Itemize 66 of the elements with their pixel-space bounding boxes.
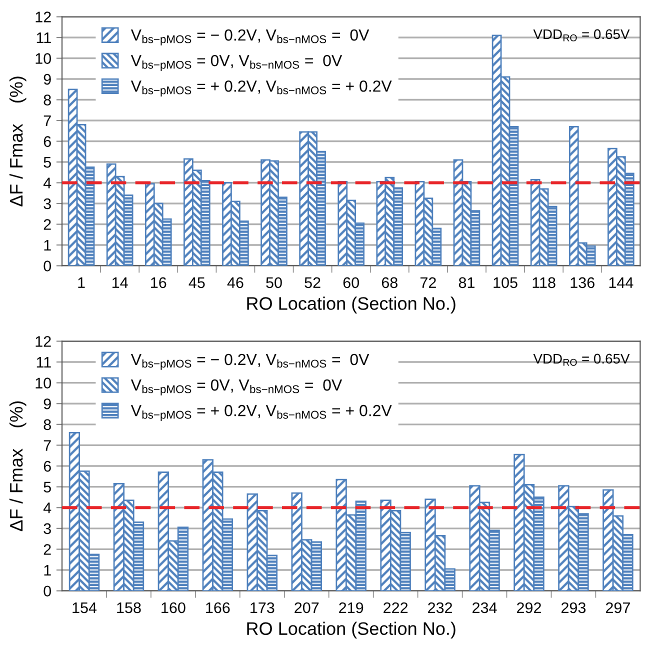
x-tick-label: 16 bbox=[151, 277, 166, 288]
y-tick-label: 0 bbox=[44, 586, 52, 597]
y-tick-label: 8 bbox=[44, 419, 51, 430]
x-tick-label: 105 bbox=[494, 277, 518, 288]
x-tick-label: 158 bbox=[117, 602, 141, 614]
y-tick-label: 4 bbox=[43, 178, 52, 188]
x-tick-label: 144 bbox=[609, 277, 634, 288]
x-tick-label: 166 bbox=[206, 602, 230, 614]
y-tick-label: 6 bbox=[44, 460, 51, 472]
y-tick-label: 3 bbox=[44, 523, 51, 534]
y-tick-label: 0 bbox=[44, 260, 52, 272]
x-tick-label: 60 bbox=[343, 277, 359, 288]
y-tick-label: 7 bbox=[44, 440, 51, 451]
y-tick-label: 7 bbox=[44, 116, 51, 126]
y-tick-label: 2 bbox=[44, 544, 51, 555]
x-tick-label: 292 bbox=[517, 602, 541, 614]
annotation: VDD$_{RO}$ = 0.65V bbox=[533, 354, 630, 366]
legend-label: V$_{bs−pMOS}$ = + 0.2V, V$_{bs−nMOS}$ = + 0.2V bbox=[130, 404, 392, 421]
x-axis-title: RO Location (Section No.) bbox=[247, 622, 456, 639]
x-tick-label: 207 bbox=[294, 602, 319, 614]
x-axis-title: RO Location (Section No.) bbox=[247, 296, 456, 314]
x-tick-label: 136 bbox=[570, 277, 594, 288]
y-tick-label: 9 bbox=[44, 398, 51, 410]
x-tick-label: 14 bbox=[112, 277, 128, 288]
x-tick-label: 154 bbox=[72, 602, 97, 614]
x-tick-label: 219 bbox=[339, 602, 364, 614]
x-tick-label: 293 bbox=[562, 602, 586, 614]
y-axis-title: ΔF / Fmax (%) bbox=[9, 76, 26, 206]
y-tick-label: 11 bbox=[36, 32, 51, 44]
y-tick-label: 12 bbox=[36, 336, 51, 347]
legend-label: V$_{bs−pMOS}$ = 0V, V$_{bs−nMOS}$ = 0V bbox=[130, 379, 342, 396]
x-tick-label: 297 bbox=[606, 602, 630, 614]
x-tick-label: 234 bbox=[472, 602, 497, 614]
y-tick-label: 1 bbox=[44, 565, 51, 576]
x-tick-label: 81 bbox=[458, 277, 474, 288]
x-tick-label: 160 bbox=[162, 602, 186, 614]
legend-label: V$_{bs−pMOS}$ = − 0.2V, V$_{bs−nMOS}$ = 0V bbox=[130, 354, 370, 370]
x-tick-label: 1 bbox=[78, 277, 85, 288]
x-tick-label: 222 bbox=[384, 602, 408, 614]
legend-label: V$_{bs−pMOS}$ = + 0.2V, V$_{bs−nMOS}$ = + 0.2V bbox=[130, 80, 392, 97]
x-tick-label: 72 bbox=[420, 277, 436, 288]
y-tick-label: 9 bbox=[44, 74, 51, 85]
x-tick-label: 232 bbox=[428, 602, 452, 614]
y-tick-label: 4 bbox=[43, 502, 52, 514]
y-tick-label: 10 bbox=[36, 53, 52, 64]
x-tick-label: 118 bbox=[532, 277, 556, 288]
x-tick-label: 52 bbox=[304, 277, 320, 288]
legend-label: V$_{bs−pMOS}$ = − 0.2V, V$_{bs−nMOS}$ = 0V bbox=[130, 29, 370, 46]
y-tick-label: 6 bbox=[44, 136, 51, 147]
y-tick-label: 3 bbox=[44, 198, 51, 210]
x-tick-label: 173 bbox=[250, 602, 274, 614]
y-tick-label: 5 bbox=[44, 157, 51, 168]
y-axis-title: ΔF / Fmax (%) bbox=[9, 401, 26, 532]
y-tick-label: 10 bbox=[36, 378, 52, 388]
y-tick-label: 11 bbox=[36, 357, 51, 368]
y-tick-label: 5 bbox=[44, 482, 51, 492]
x-tick-label: 46 bbox=[227, 277, 244, 288]
y-tick-label: 1 bbox=[44, 240, 51, 251]
y-tick-label: 12 bbox=[36, 12, 51, 22]
x-tick-label: 50 bbox=[266, 277, 282, 288]
legend-label: V$_{bs−pMOS}$ = 0V, V$_{bs−nMOS}$ = 0V bbox=[130, 54, 342, 71]
annotation: VDD$_{RO}$ = 0.65V bbox=[533, 29, 630, 42]
x-tick-label: 68 bbox=[382, 277, 398, 288]
x-tick-label: 45 bbox=[188, 277, 205, 288]
y-tick-label: 2 bbox=[44, 219, 51, 230]
y-tick-label: 8 bbox=[44, 94, 51, 106]
